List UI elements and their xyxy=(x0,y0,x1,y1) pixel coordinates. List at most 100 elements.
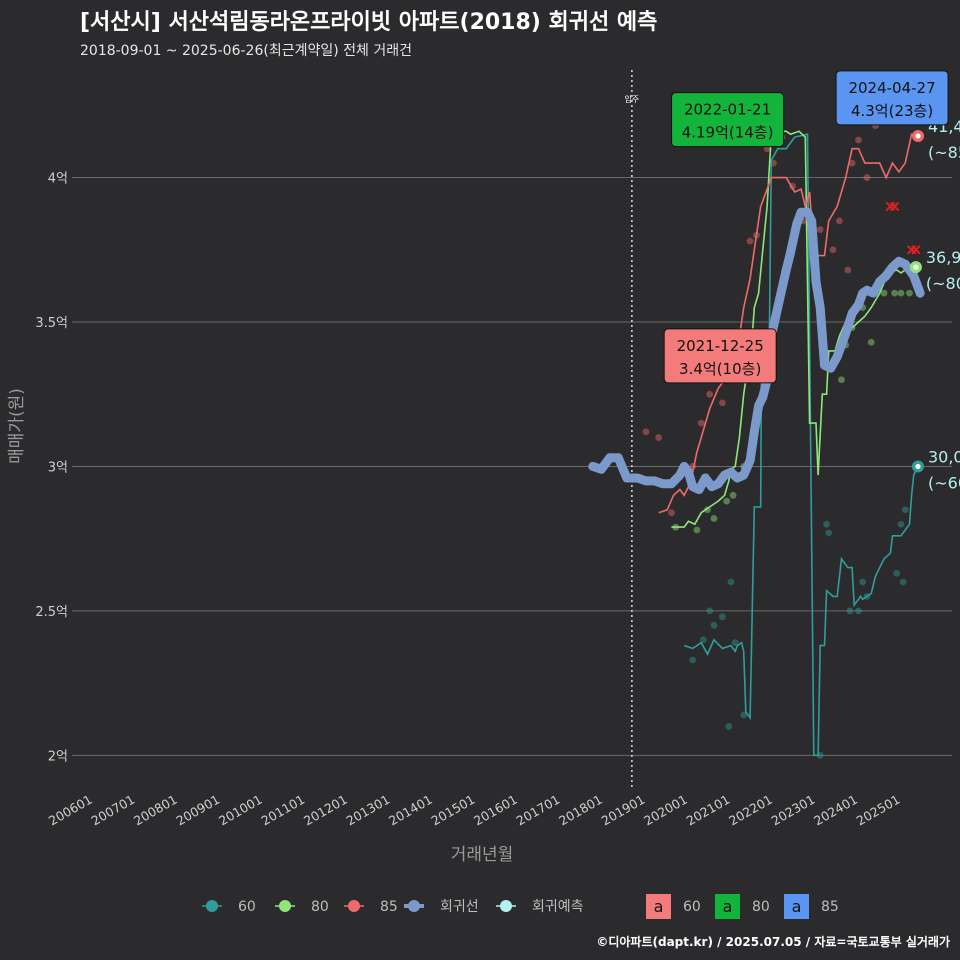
data-point-85 xyxy=(719,399,726,407)
x-tick-label: 200801 xyxy=(131,792,180,829)
data-point-60 xyxy=(855,607,862,615)
data-point-60 xyxy=(689,656,697,664)
legend-box-glyph: a xyxy=(654,897,664,916)
data-point-60 xyxy=(901,506,909,514)
x-tick-label: 201801 xyxy=(556,792,605,829)
x-tick-label: 201201 xyxy=(301,792,350,829)
last-value-label-60: 30,000 xyxy=(928,447,960,466)
move-in-label: 입주 xyxy=(625,95,640,104)
data-point-60 xyxy=(719,613,726,621)
annotation-date: 2021-12-25 xyxy=(677,337,764,355)
last-point-core-60 xyxy=(915,463,921,470)
x-axis-title: 거래년월 xyxy=(451,845,514,865)
legend-box-swatch xyxy=(715,894,740,919)
x-tick-label: 201601 xyxy=(471,792,520,829)
chart-subtitle: 2018-09-01 ~ 2025-06-26(최근계약일) 전체 거래건 xyxy=(80,43,412,59)
x-tick-label: 201701 xyxy=(514,792,563,829)
data-point-60 xyxy=(823,520,830,528)
series-line-85 xyxy=(658,133,919,514)
annotation-price: 4.19억(14층) xyxy=(682,124,774,142)
x-tick-label: 200601 xyxy=(46,792,95,829)
data-point-60 xyxy=(710,621,718,629)
data-point-80 xyxy=(880,289,888,297)
data-point-80 xyxy=(867,338,875,346)
data-point-60 xyxy=(725,723,733,730)
data-point-85 xyxy=(668,509,675,517)
cancelled-mark xyxy=(911,245,921,255)
data-point-60 xyxy=(899,578,907,586)
cancelled-mark xyxy=(889,201,900,212)
data-point-80 xyxy=(891,289,899,297)
last-area-label-60: (~60㎡) xyxy=(928,473,960,492)
data-point-85 xyxy=(697,419,705,427)
legend-box-swatch xyxy=(646,894,671,919)
legend-box-label: 80 xyxy=(752,899,770,915)
data-point-80 xyxy=(897,289,905,297)
last-area-label-80: (~80㎡) xyxy=(926,274,960,293)
legend-box-glyph: a xyxy=(723,897,733,916)
data-point-85 xyxy=(863,174,871,181)
legend-box-label: 60 xyxy=(683,899,701,915)
data-point-60 xyxy=(731,639,739,647)
data-point-60 xyxy=(699,636,707,644)
data-point-85 xyxy=(848,159,856,167)
legend-box-label: 85 xyxy=(821,899,839,915)
chart-footer: ©디아파트(dapt.kr) / 2025.07.05 / 자료=국토교통부 실… xyxy=(596,935,950,949)
x-tick-label: 201101 xyxy=(258,792,307,829)
annotation-box xyxy=(663,328,777,384)
legend-label: 85 xyxy=(380,899,398,915)
legend-label: 80 xyxy=(311,899,329,915)
data-point-85 xyxy=(829,246,837,254)
last-value-label-80: 36,911 xyxy=(926,248,960,267)
annotation-date: 2022-01-21 xyxy=(684,101,771,119)
legend-swatch xyxy=(279,900,291,912)
series-line-60 xyxy=(683,133,919,757)
legend-swatch xyxy=(348,900,360,912)
data-point-60 xyxy=(825,529,833,537)
data-point-85 xyxy=(642,428,650,436)
legend-swatch xyxy=(408,900,420,912)
legend-swatch xyxy=(500,900,512,912)
data-point-80 xyxy=(710,515,718,522)
x-tick-label: 200901 xyxy=(173,792,222,829)
x-tick-label: 201501 xyxy=(429,792,478,829)
annotation-box xyxy=(671,92,785,148)
last-point-core-80 xyxy=(913,264,919,270)
y-tick-label: 2.5억 xyxy=(35,605,68,620)
data-point-60 xyxy=(740,711,748,719)
data-point-60 xyxy=(727,578,735,586)
data-point-80 xyxy=(838,376,845,384)
x-tick-label: 202301 xyxy=(769,792,818,829)
annotation-date: 2024-04-27 xyxy=(848,79,935,97)
annotation-price: 4.3억(23층) xyxy=(851,102,933,120)
annotation-box xyxy=(835,70,949,126)
x-tick-label: 202201 xyxy=(726,792,775,829)
legend-swatch xyxy=(206,900,218,912)
data-point-85 xyxy=(816,226,824,233)
annotation-price: 3.4억(10층) xyxy=(679,360,761,378)
x-tick-label: 201901 xyxy=(599,792,648,829)
chart-title: [서산시] 서산석림동라온프라이빗 아파트(2018) 회귀선 예측 xyxy=(80,10,658,35)
y-axis-title: 매매가(원) xyxy=(7,388,27,464)
y-tick-label: 4억 xyxy=(48,172,68,187)
y-tick-label: 2억 xyxy=(48,749,68,764)
data-point-85 xyxy=(655,434,663,441)
x-tick-label: 200701 xyxy=(88,792,137,829)
data-point-60 xyxy=(846,607,854,615)
legend-box-glyph: a xyxy=(792,897,802,916)
data-point-85 xyxy=(746,237,754,245)
x-tick-label: 201301 xyxy=(344,792,393,829)
y-tick-label: 3억 xyxy=(48,460,68,475)
series-line-80 xyxy=(671,130,917,528)
legend-label: 회귀예측 xyxy=(532,899,584,915)
data-point-60 xyxy=(859,578,867,586)
data-point-80 xyxy=(693,526,701,534)
x-tick-label: 202501 xyxy=(854,792,903,829)
legend-label: 60 xyxy=(238,899,256,915)
data-point-85 xyxy=(855,136,862,144)
data-point-60 xyxy=(893,569,901,577)
x-tick-label: 201001 xyxy=(216,792,265,829)
data-point-60 xyxy=(897,520,905,528)
